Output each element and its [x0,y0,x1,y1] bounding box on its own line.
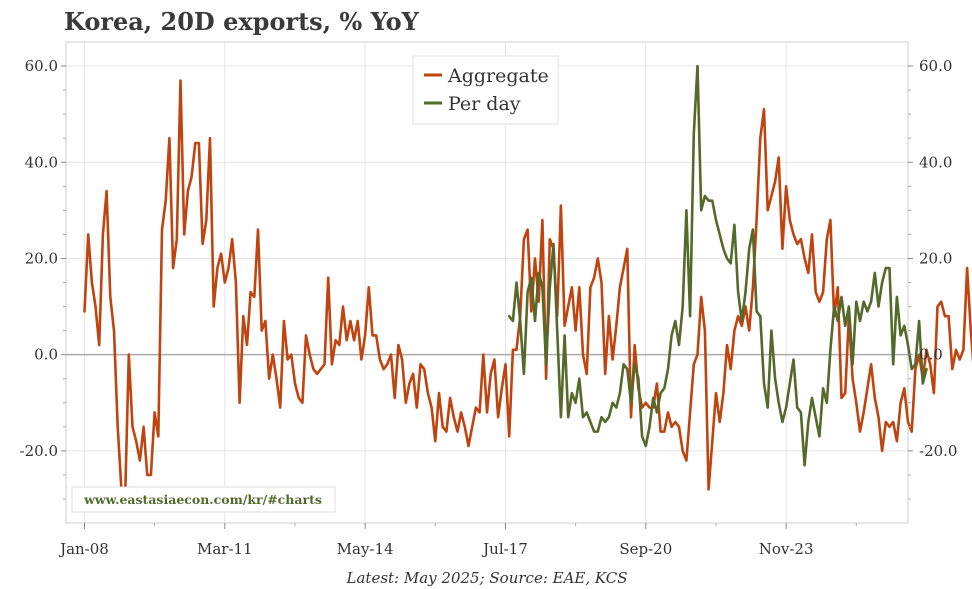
x-tick-label: Jul-17 [481,540,528,558]
y-tick-label-left: 40.0 [25,153,58,171]
y-tick-label-right: 20.0 [919,249,952,267]
y-tick-label-left: 20.0 [25,249,58,267]
x-tick-label: Sep-20 [619,540,672,558]
series-line-per-day [507,64,928,467]
axes: 60.0 60.0 40.0 40.0 20.0 20.0 0.0 0.0 -20.0 -20.0… [20,57,958,558]
watermark: www.eastasiaecon.com/kr/#charts [83,492,322,507]
x-tick-label: Mar-11 [197,540,253,558]
y-tick-label-right: 60.0 [919,57,952,75]
legend-box [412,55,559,125]
x-tick-label: May-14 [337,540,394,558]
legend-label-per-day: Per day [448,93,521,115]
legend-label-aggregate: Aggregate [447,65,549,87]
watermark-box [71,486,336,513]
footer-source: Latest: May 2025; Source: EAE, KCS [346,569,628,587]
series-group [83,64,972,501]
chart-title: Korea, 20D exports, % YoY [64,7,420,36]
y-tick-label-left: 0.0 [34,346,58,364]
legend: Aggregate Per day [412,55,559,125]
y-tick-label-right: 40.0 [919,153,952,171]
y-tick-label-left: 60.0 [25,57,58,75]
series-line-aggregate [83,79,972,501]
x-tick-label: Nov-23 [759,540,814,558]
y-tick-label-right: -20.0 [919,442,957,460]
y-tick-label-right: 0.0 [919,346,943,364]
y-tick-label-left: -20.0 [20,442,58,460]
x-tick-label: Jan-08 [58,540,109,558]
